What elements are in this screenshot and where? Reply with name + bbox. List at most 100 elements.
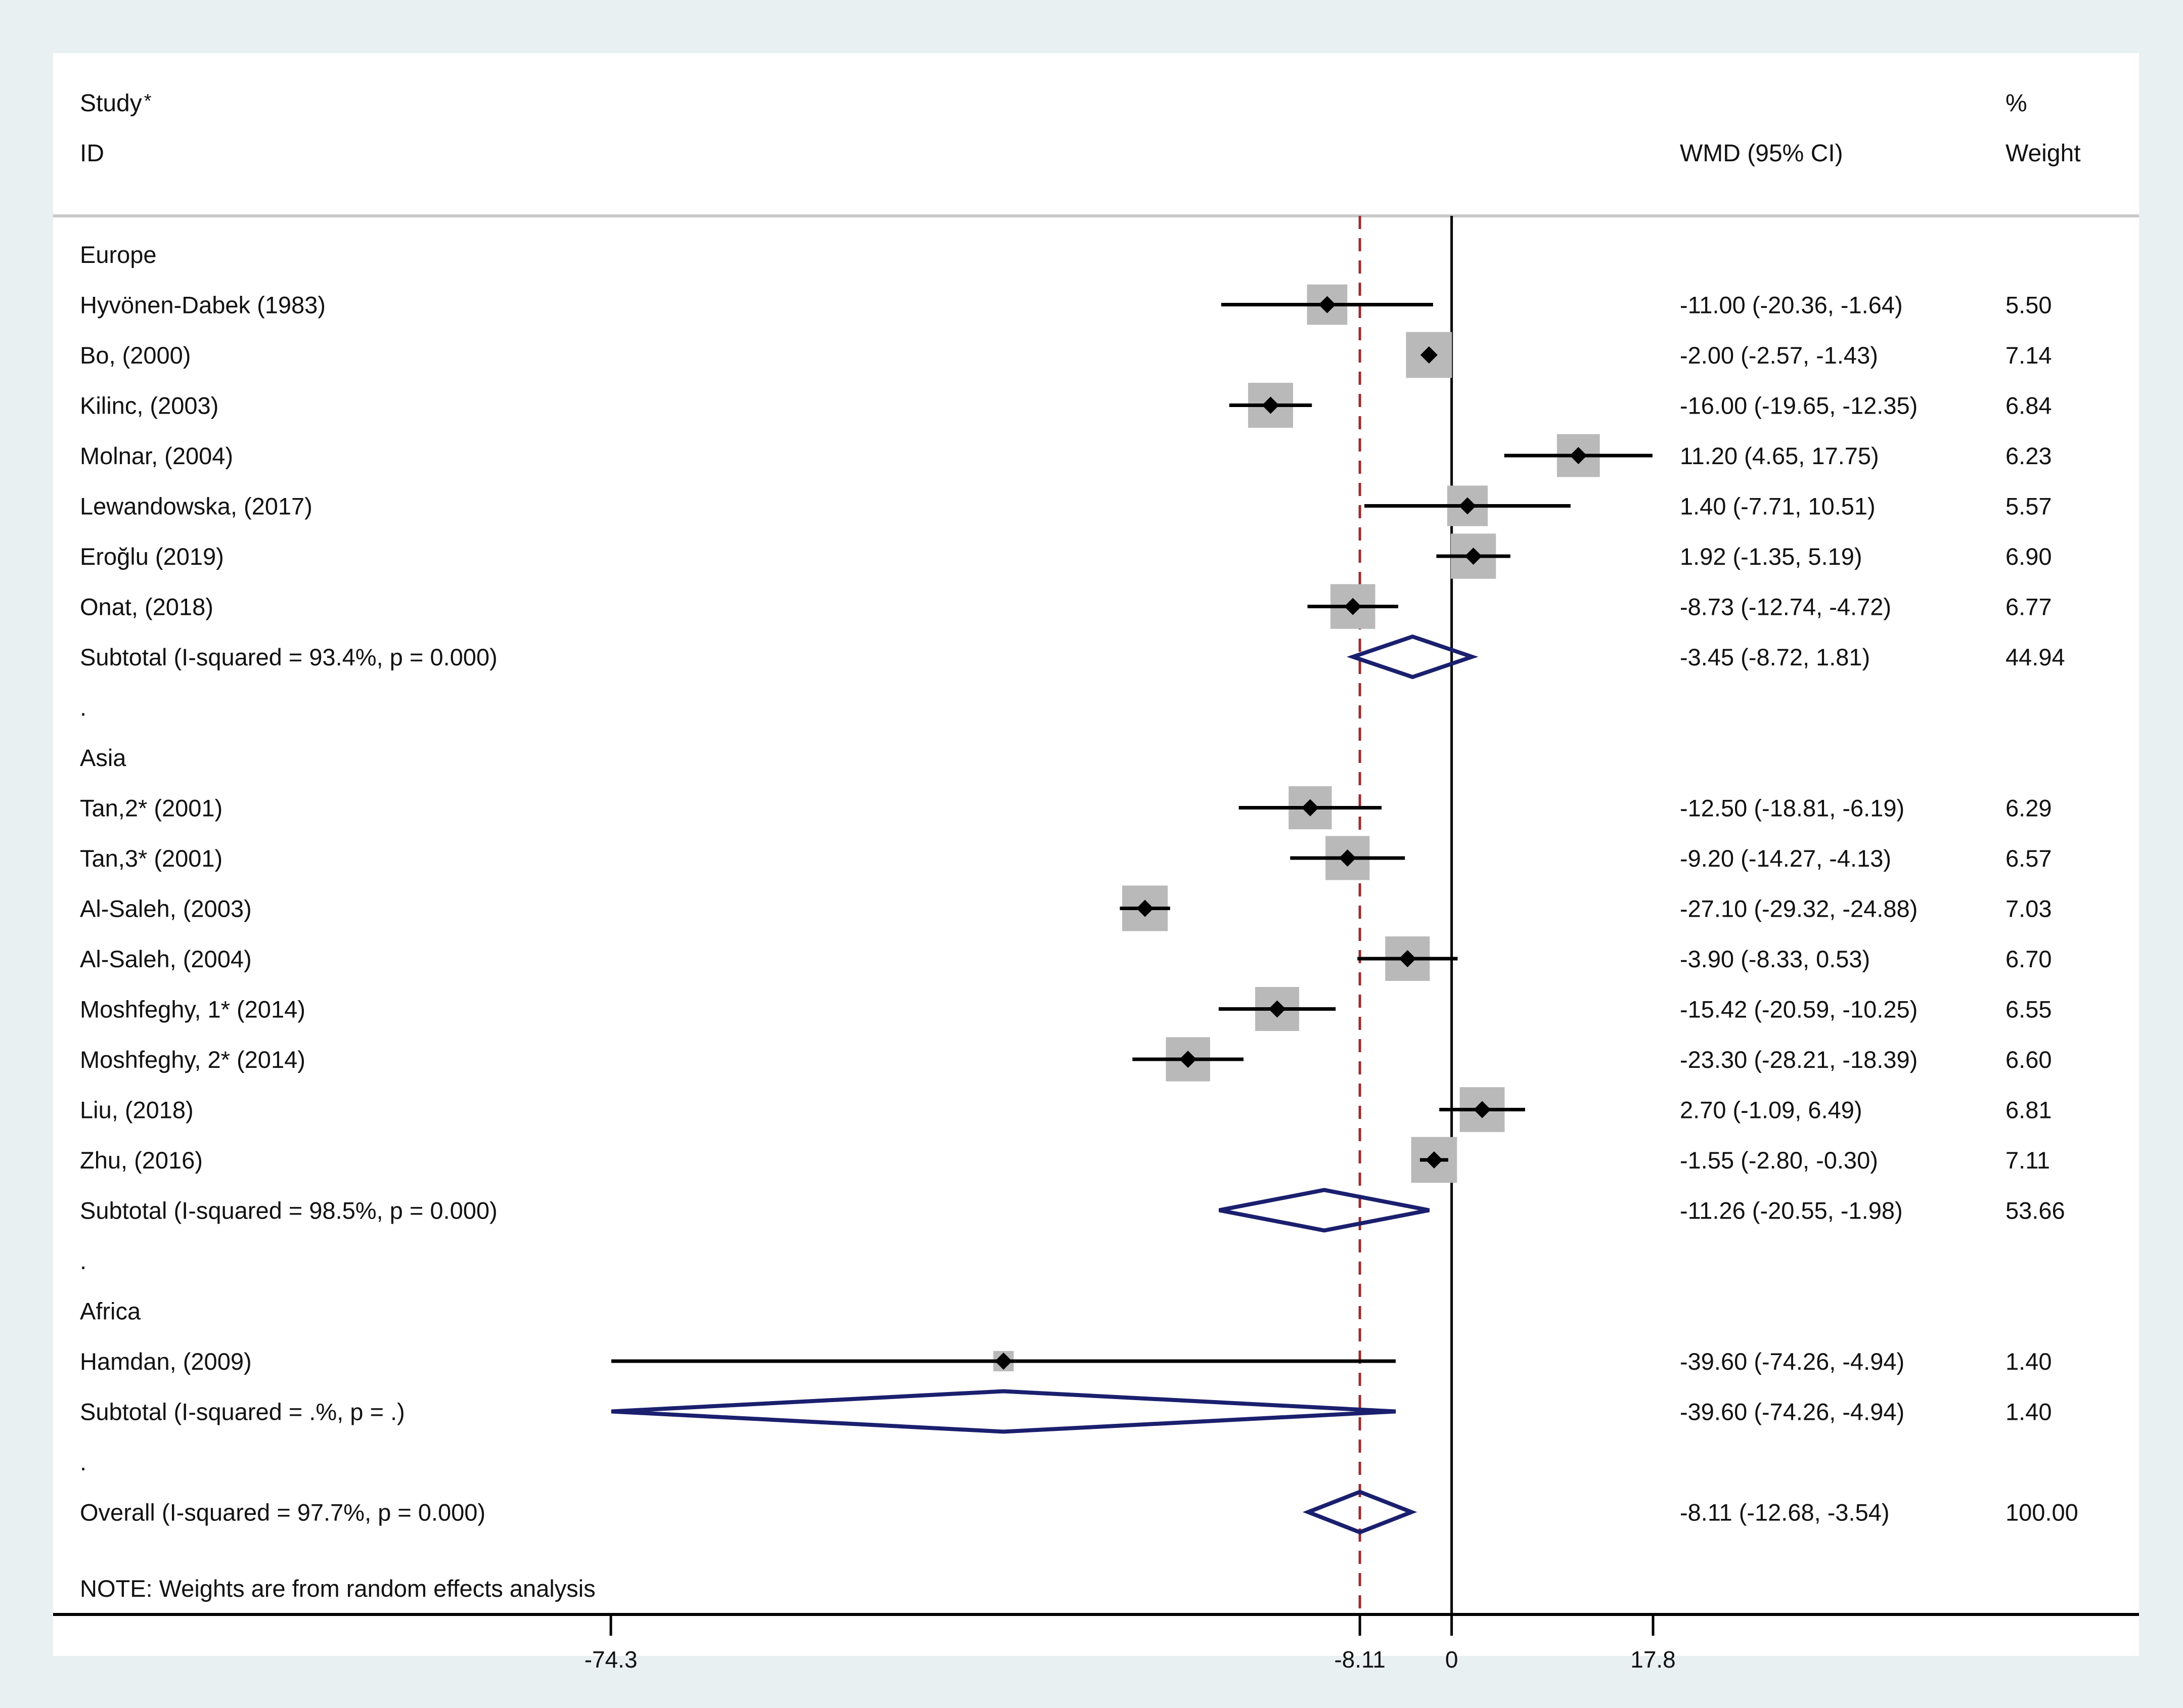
study-label: Tan,3* (2001) [80, 845, 222, 872]
point-estimate [1301, 799, 1319, 817]
study-label: Hyvönen-Dabek (1983) [80, 292, 326, 319]
row-study: Molnar, (2004) 11.20 (4.65, 17.75) 6.23 [80, 434, 2052, 477]
row-study: Bo, (2000) -2.00 (-2.57, -1.43) 7.14 [80, 332, 2052, 378]
study-label: Tan,2* (2001) [80, 795, 222, 822]
wmd-ci-value: -39.60 (-74.26, -4.94) [1680, 1399, 1904, 1425]
header-weight: Weight [2006, 140, 2081, 167]
header-percent: % [2006, 90, 2027, 117]
row-subtotal: Subtotal (I-squared = 93.4%, p = 0.000) -… [80, 634, 2065, 680]
point-estimate [1459, 497, 1477, 515]
weight-value: 6.77 [2006, 594, 2052, 620]
row-study: Moshfeghy, 1* (2014) -15.42 (-20.59, -10.… [80, 986, 2052, 1031]
note-text: NOTE: Weights are from random effects an… [80, 1575, 596, 1602]
wmd-ci-value: -3.90 (-8.33, 0.53) [1680, 946, 1870, 972]
row-study: Hamdan, (2009) -39.60 (-74.26, -4.94) 1.40 [80, 1348, 2052, 1375]
study-label: Zhu, (2016) [80, 1147, 203, 1174]
row-study: Tan,2* (2001) -12.50 (-18.81, -6.19) 6.29 [80, 786, 2052, 830]
row-study: Tan,3* (2001) -9.20 (-14.27, -4.13) 6.57 [80, 836, 2052, 880]
study-label: Molnar, (2004) [80, 442, 233, 469]
row-study: Hyvönen-Dabek (1983) -11.00 (-20.36, -1.6… [80, 284, 2052, 325]
study-label: Onat, (2018) [80, 594, 213, 620]
wmd-ci-value: 11.20 (4.65, 17.75) [1680, 442, 1879, 469]
wmd-ci-value: -16.00 (-19.65, -12.35) [1680, 392, 1918, 419]
point-estimate [1474, 1101, 1491, 1118]
weight-value: 6.70 [2006, 946, 2052, 972]
weight-value: 6.60 [2006, 1046, 2052, 1073]
row-study: Lewandowska, (2017) 1.40 (-7.71, 10.51) 5.… [80, 485, 2052, 526]
row-study: Onat, (2018) -8.73 (-12.74, -4.72) 6.77 [80, 584, 2052, 629]
point-estimate [1464, 548, 1482, 565]
header-wmd: WMD (95% CI) [1680, 140, 1843, 167]
row-study: Moshfeghy, 2* (2014) -23.30 (-28.21, -18.… [80, 1037, 2052, 1082]
study-label: Eroğlu (2019) [80, 543, 224, 570]
weight-value: 6.84 [2006, 392, 2052, 419]
weight-value: 44.94 [2006, 644, 2065, 670]
row-study: Kilinc, (2003) -16.00 (-19.65, -12.35) 6.8… [80, 383, 2052, 428]
wmd-ci-value: -15.42 (-20.59, -10.25) [1680, 996, 1918, 1023]
study-label: Lewandowska, (2017) [80, 493, 313, 520]
header-id: ID [80, 140, 104, 167]
point-estimate [1318, 296, 1336, 313]
study-rows: Europe Hyvönen-Dabek (1983) -11.00 (-20.36… [80, 241, 2078, 1535]
row-study: Al-Saleh, (2004) -3.90 (-8.33, 0.53) 6.70 [80, 936, 2052, 981]
subtotal-label: Subtotal (I-squared = 98.5%, p = 0.000) [80, 1197, 498, 1224]
weight-value: 1.40 [2006, 1348, 2052, 1375]
wmd-ci-value: -23.30 (-28.21, -18.39) [1680, 1046, 1918, 1073]
overall-label: Overall (I-squared = 97.7%, p = 0.000) [80, 1499, 485, 1526]
wmd-ci-value: -2.00 (-2.57, -1.43) [1680, 342, 1878, 369]
x-tick-label: -74.3 [585, 1646, 638, 1673]
point-estimate [1136, 900, 1154, 917]
row-overall: Overall (I-squared = 97.7%, p = 0.000) -8… [80, 1490, 2078, 1535]
study-label: Moshfeghy, 2* (2014) [80, 1046, 305, 1073]
wmd-ci-value: -8.73 (-12.74, -4.72) [1680, 594, 1891, 620]
wmd-ci-value: -3.45 (-8.72, 1.81) [1680, 644, 1870, 670]
weight-value: 5.57 [2006, 493, 2052, 520]
column-headers: Study * ID WMD (95% CI) % Weight [80, 90, 2081, 167]
study-label: Moshfeghy, 1* (2014) [80, 996, 305, 1023]
study-label: Al-Saleh, (2004) [80, 946, 252, 972]
weight-value: 1.40 [2006, 1399, 2052, 1425]
wmd-ci-value: -12.50 (-18.81, -6.19) [1680, 795, 1904, 822]
point-estimate [1262, 396, 1279, 414]
header-study-asterisk: * [144, 91, 152, 112]
subtotal-diamond [1347, 634, 1479, 680]
group-label: Asia [80, 744, 126, 771]
row-study: Al-Saleh, (2003) -27.10 (-29.32, -24.88) 7… [80, 885, 2052, 931]
x-tick-label: 0 [1445, 1646, 1458, 1673]
weight-value: 6.29 [2006, 795, 2052, 822]
row-spacer: . [80, 1247, 86, 1274]
weight-value: 53.66 [2006, 1197, 2065, 1224]
point-estimate [1399, 950, 1416, 967]
group-label: Europe [80, 241, 157, 268]
row-subtotal: Subtotal (I-squared = .%, p = .) -39.60 (… [80, 1389, 2052, 1434]
wmd-ci-value: -8.11 (-12.68, -3.54) [1680, 1499, 1890, 1526]
point-estimate [1420, 346, 1438, 364]
row-study: Eroğlu (2019) 1.92 (-1.35, 5.19) 6.90 [80, 533, 2052, 579]
row-group: Europe [80, 241, 157, 268]
weight-value: 6.81 [2006, 1097, 2052, 1123]
spacer-label: . [80, 1247, 86, 1274]
weight-value: 5.50 [2006, 292, 2052, 319]
study-label: Kilinc, (2003) [80, 392, 218, 419]
point-estimate [1570, 447, 1587, 464]
weight-value: 6.90 [2006, 543, 2052, 570]
weight-value: 100.00 [2006, 1499, 2078, 1526]
row-subtotal: Subtotal (I-squared = 98.5%, p = 0.000) -… [80, 1188, 2065, 1233]
weight-value: 6.57 [2006, 845, 2052, 872]
point-estimate [1344, 598, 1362, 615]
study-label: Liu, (2018) [80, 1097, 194, 1123]
wmd-ci-value: 1.92 (-1.35, 5.19) [1680, 543, 1862, 570]
row-spacer: . [80, 694, 86, 721]
wmd-ci-value: 1.40 (-7.71, 10.51) [1680, 493, 1876, 520]
spacer-label: . [80, 1449, 86, 1475]
weight-value: 6.55 [2006, 996, 2052, 1023]
row-study: Liu, (2018) 2.70 (-1.09, 6.49) 6.81 [80, 1087, 2052, 1132]
wmd-ci-value: -9.20 (-14.27, -4.13) [1680, 845, 1891, 872]
study-label: Al-Saleh, (2003) [80, 895, 252, 922]
subtotal-label: Subtotal (I-squared = .%, p = .) [80, 1399, 405, 1425]
wmd-ci-value: -11.26 (-20.55, -1.98) [1680, 1197, 1903, 1224]
wmd-ci-value: -11.00 (-20.36, -1.64) [1680, 292, 1903, 319]
plot-panel [53, 53, 2139, 1656]
weight-value: 7.14 [2006, 342, 2052, 369]
